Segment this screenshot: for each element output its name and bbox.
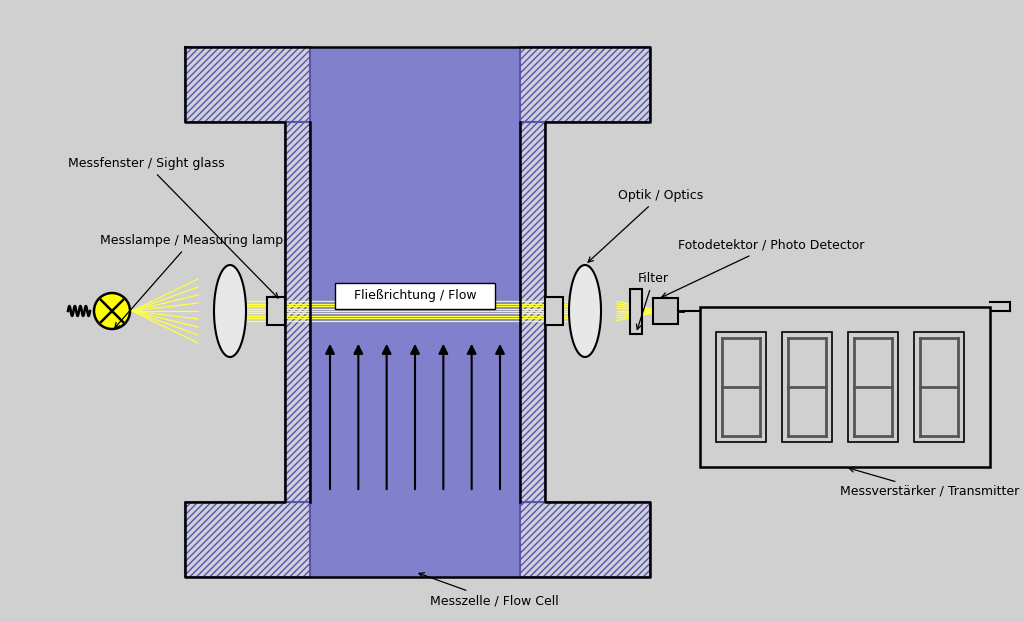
Bar bbox=[267, 297, 285, 325]
Bar bbox=[520, 502, 650, 577]
Bar bbox=[185, 47, 310, 122]
Bar bbox=[782, 332, 831, 442]
Text: Messfenster / Sight glass: Messfenster / Sight glass bbox=[68, 157, 279, 298]
Bar bbox=[653, 298, 678, 324]
Bar bbox=[700, 307, 990, 467]
FancyBboxPatch shape bbox=[335, 283, 495, 309]
Bar bbox=[914, 332, 964, 442]
Circle shape bbox=[94, 293, 130, 329]
Bar bbox=[848, 332, 898, 442]
Text: Messverstärker / Transmitter: Messverstärker / Transmitter bbox=[840, 467, 1019, 498]
Text: Fotodetektor / Photo Detector: Fotodetektor / Photo Detector bbox=[662, 239, 864, 297]
Polygon shape bbox=[214, 265, 246, 357]
Bar bbox=[185, 502, 310, 577]
Text: Messlampe / Measuring lamp: Messlampe / Measuring lamp bbox=[100, 234, 283, 328]
Bar bbox=[630, 289, 642, 333]
Text: Messzelle / Flow Cell: Messzelle / Flow Cell bbox=[419, 573, 559, 607]
Bar bbox=[520, 122, 545, 502]
Text: Filter: Filter bbox=[636, 272, 669, 330]
Bar bbox=[545, 297, 563, 325]
Text: Optik / Optics: Optik / Optics bbox=[588, 189, 703, 262]
Bar bbox=[520, 47, 650, 122]
Bar bbox=[310, 122, 520, 502]
Polygon shape bbox=[569, 265, 601, 357]
Bar bbox=[716, 332, 766, 442]
Text: Fließrichtung / Flow: Fließrichtung / Flow bbox=[353, 289, 476, 302]
Bar bbox=[285, 122, 310, 502]
Bar bbox=[310, 502, 520, 577]
Bar bbox=[310, 47, 520, 122]
